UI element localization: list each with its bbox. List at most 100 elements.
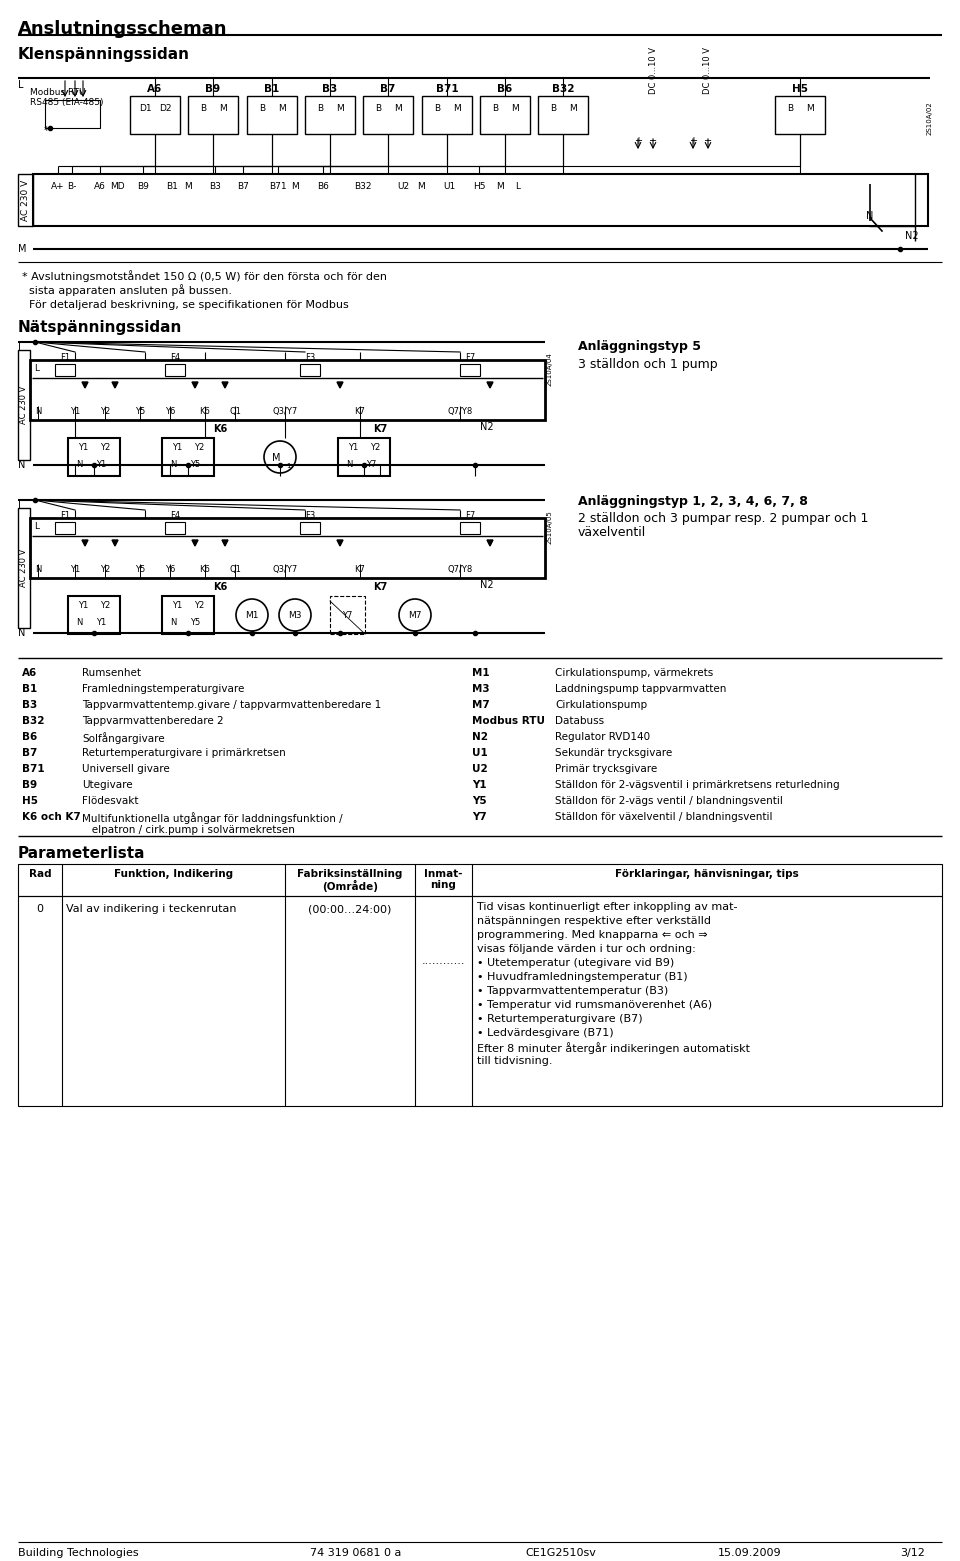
Text: Anläggningstyp 1, 2, 3, 4, 6, 7, 8: Anläggningstyp 1, 2, 3, 4, 6, 7, 8 [578,495,808,507]
Text: L: L [18,501,23,510]
Text: B6: B6 [22,732,37,741]
Text: N: N [35,407,41,415]
Text: Y2: Y2 [100,443,110,453]
Text: Tid visas kontinuerligt efter inkoppling av mat-: Tid visas kontinuerligt efter inkoppling… [477,902,737,912]
Polygon shape [192,540,198,546]
Text: till tidvisning.: till tidvisning. [477,1055,553,1066]
Text: N2: N2 [480,421,493,432]
Text: M: M [336,105,344,112]
Text: B: B [259,105,265,112]
Polygon shape [337,382,343,389]
Text: AC 230 V: AC 230 V [21,180,30,220]
Polygon shape [487,382,493,389]
Bar [422,95,472,134]
Text: Y1: Y1 [78,601,88,610]
Text: H5: H5 [472,183,485,190]
Text: Y1: Y1 [78,443,88,453]
Text: B-: B- [67,183,77,190]
Bar [363,95,413,134]
Text: B71: B71 [269,183,287,190]
Bar [460,521,480,534]
Text: M: M [18,244,27,254]
Text: MD: MD [109,183,124,190]
Text: Multifunktionella utgångar för laddningsfunktion /: Multifunktionella utgångar för laddnings… [82,812,343,824]
Text: 3 ställdon och 1 pump: 3 ställdon och 1 pump [578,357,718,372]
Text: ............: ............ [421,955,466,966]
Text: Y2: Y2 [100,601,110,610]
Text: B: B [375,105,381,112]
Text: N: N [346,460,352,468]
Polygon shape [337,540,343,546]
Text: • Temperatur vid rumsmanöverenhet (A6): • Temperatur vid rumsmanöverenhet (A6) [477,1001,712,1010]
Text: Y5: Y5 [472,796,487,805]
Text: N: N [170,460,177,468]
Text: B: B [550,105,556,112]
Text: Y1: Y1 [96,618,107,628]
Text: 74 319 0681 0 a: 74 319 0681 0 a [310,1549,401,1558]
Text: M: M [511,105,518,112]
Text: A6: A6 [94,183,106,190]
Text: A+: A+ [51,183,65,190]
Text: Primär trycksgivare: Primär trycksgivare [555,763,658,774]
Bar [188,95,238,134]
Text: Cirkulationspump: Cirkulationspump [555,699,647,710]
Text: M7: M7 [472,699,490,710]
Text: B3: B3 [323,84,338,94]
Text: M: M [278,105,286,112]
Text: 2S10A/04: 2S10A/04 [547,351,553,386]
Text: 15.09.2009: 15.09.2009 [718,1549,781,1558]
Text: Returtemperaturgivare i primärkretsen: Returtemperaturgivare i primärkretsen [82,748,286,759]
Text: N2: N2 [480,581,493,590]
Text: U2: U2 [396,183,409,190]
Text: M3: M3 [472,684,490,695]
Polygon shape [112,540,118,546]
Text: CE1G2510sv: CE1G2510sv [525,1549,596,1558]
Text: +: + [689,136,697,147]
Text: • Returtemperaturgivare (B7): • Returtemperaturgivare (B7) [477,1015,642,1024]
Text: AC 230 V: AC 230 V [19,386,29,425]
Text: 2S10A/02: 2S10A/02 [927,101,933,134]
Text: B: B [434,105,440,112]
Text: Laddningspump tappvarmvatten: Laddningspump tappvarmvatten [555,684,727,695]
Text: växelventil: växelventil [578,526,646,539]
Polygon shape [82,540,88,546]
Text: F7: F7 [465,510,475,520]
Text: B3: B3 [22,699,37,710]
Text: Flödesvakt: Flödesvakt [82,796,138,805]
Polygon shape [222,382,228,389]
Text: 0: 0 [36,904,43,915]
Text: Tappvarmvattentemp.givare / tappvarmvattenberedare 1: Tappvarmvattentemp.givare / tappvarmvatt… [82,699,381,710]
Text: N: N [35,565,41,574]
Text: Ställdon för 2-vägs ventil / blandningsventil: Ställdon för 2-vägs ventil / blandningsv… [555,796,782,805]
Text: Anläggningstyp 5: Anläggningstyp 5 [578,340,701,353]
Bar [480,95,530,134]
Polygon shape [222,540,228,546]
Text: B3: B3 [209,183,221,190]
Text: Y5: Y5 [190,618,201,628]
Text: K6: K6 [213,425,228,434]
Text: programmering. Med knapparna ⇐ och ⇒: programmering. Med knapparna ⇐ och ⇒ [477,930,708,940]
Text: Q7/Y8: Q7/Y8 [447,407,472,415]
Text: H5: H5 [792,84,808,94]
Text: B9: B9 [137,183,149,190]
Text: M: M [806,105,814,112]
Text: K6: K6 [213,582,228,592]
Polygon shape [192,382,198,389]
Bar [775,95,825,134]
Text: F1: F1 [60,510,70,520]
Bar [68,596,120,634]
Text: F4: F4 [170,353,180,362]
Text: Q3/Y7: Q3/Y7 [273,565,298,574]
Text: 1: 1 [286,464,290,468]
Text: B9: B9 [22,780,37,790]
Text: Nätspänningssidan: Nätspänningssidan [18,320,182,336]
Text: DC 0...10 V: DC 0...10 V [704,47,712,94]
Polygon shape [112,382,118,389]
Text: Y7: Y7 [472,812,487,823]
Bar [33,173,928,226]
Text: U1: U1 [443,183,455,190]
Text: B32: B32 [552,84,574,94]
Text: Y5: Y5 [190,460,201,468]
Bar [165,521,185,534]
Text: L: L [34,364,39,373]
